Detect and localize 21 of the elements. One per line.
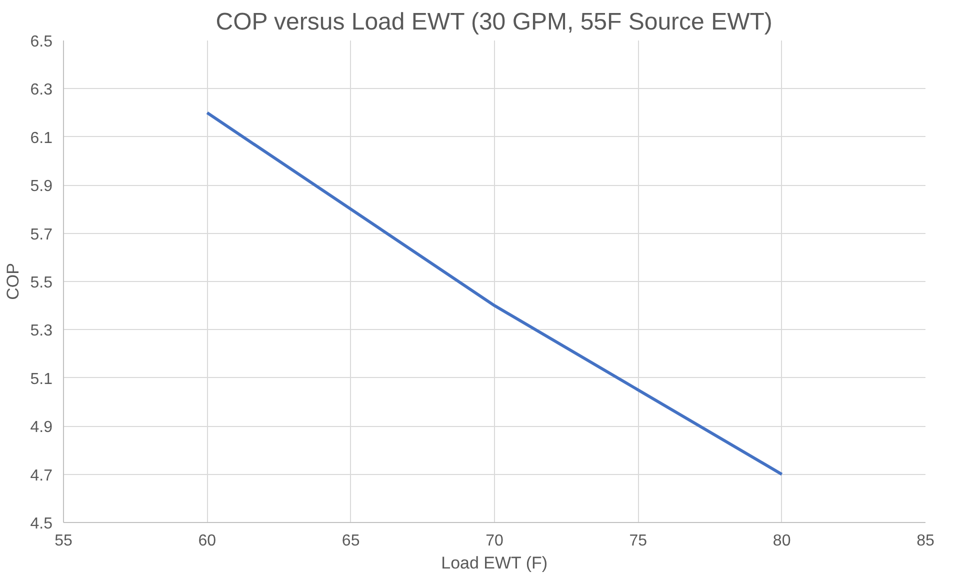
x-tick-label: 75 [629,532,648,550]
x-tick-label: 85 [916,532,934,550]
y-tick-label: 4.9 [30,419,53,436]
x-tick-label: 55 [54,532,72,550]
x-tick-label: 60 [198,532,216,550]
y-tick-label: 5.5 [30,274,53,292]
y-tick-label: 6.3 [30,82,53,99]
y-tick-label: 4.5 [30,516,53,532]
chart-title: COP versus Load EWT (30 GPM, 55F Source EWT) [216,8,772,36]
x-tick-label: 70 [486,532,504,550]
y-tick-label: 5.9 [30,178,53,196]
y-axis-title: COP [3,263,22,300]
x-axis-title: Load EWT (F) [441,554,548,572]
y-tick-label: 5.7 [30,226,53,244]
x-tick-label: 65 [342,532,360,550]
x-tick-label: 80 [772,532,791,550]
y-tick-label: 5.3 [30,322,53,340]
y-tick-label: 4.7 [30,467,53,484]
y-tick-label: 6.5 [30,34,53,50]
y-tick-label: 5.1 [30,370,53,388]
y-tick-label: 6.1 [30,130,53,147]
